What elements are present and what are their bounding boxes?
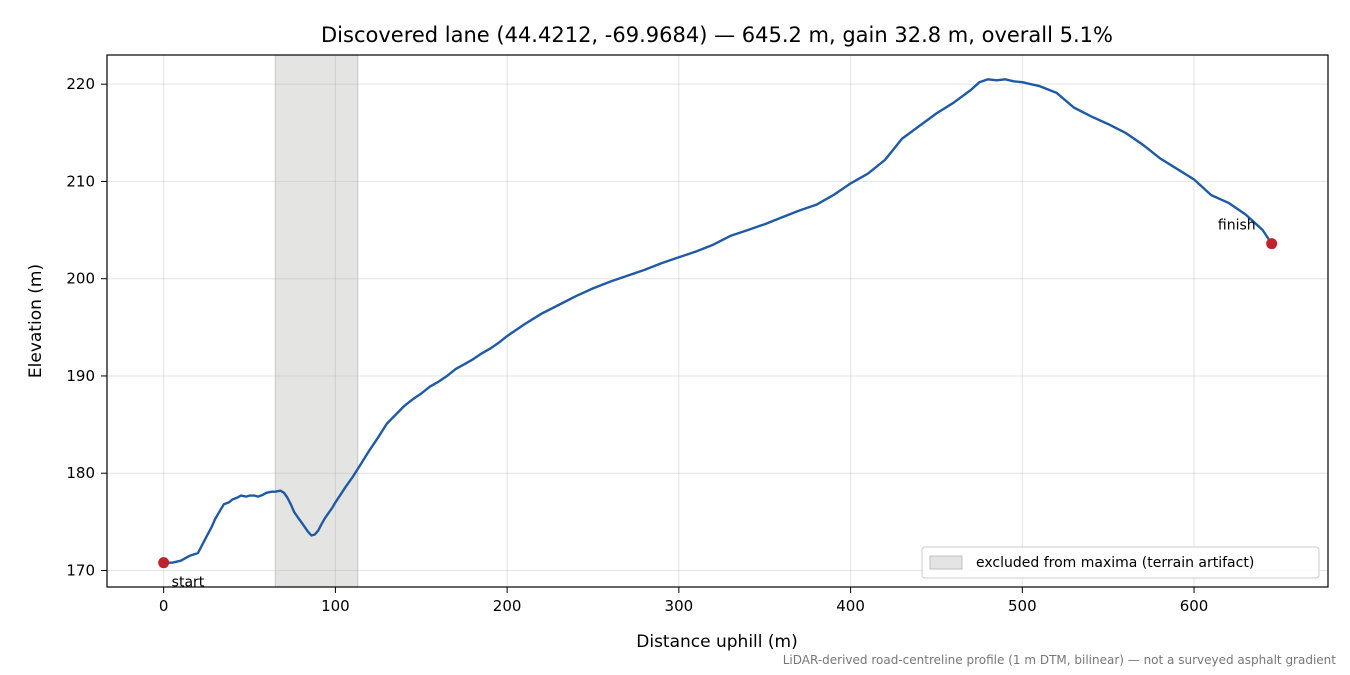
legend-box bbox=[921, 546, 1320, 579]
y-tick-label: 200 bbox=[66, 270, 95, 288]
legend: excluded from maxima (terrain artifact) bbox=[921, 546, 1320, 579]
excluded-region bbox=[274, 54, 359, 588]
x-axis-label: Distance uphill (m) bbox=[636, 632, 797, 652]
footnote: LiDAR-derived road-centreline profile (1… bbox=[783, 653, 1337, 667]
y-tick-label: 220 bbox=[66, 75, 95, 93]
x-tick-label: 600 bbox=[1180, 597, 1209, 615]
series-layer bbox=[163, 78, 1273, 564]
excluded-region-layer bbox=[274, 54, 359, 588]
legend-label-excluded: excluded from maxima (terrain artifact) bbox=[976, 555, 1254, 571]
start-label: start bbox=[172, 575, 205, 591]
chart-title: Discovered lane (44.4212, -69.9684) — 64… bbox=[321, 23, 1113, 47]
x-tick-label: 200 bbox=[493, 597, 522, 615]
ticks-layer: 0 100 200 300 400 500 600 170 180 190 200 210 220 bbox=[66, 75, 1208, 615]
axes-frame-layer bbox=[106, 54, 1329, 588]
y-tick-label: 180 bbox=[66, 464, 95, 482]
finish-label: finish bbox=[1218, 218, 1256, 234]
x-tick-label: 100 bbox=[321, 597, 350, 615]
start-marker bbox=[158, 557, 170, 569]
finish-marker bbox=[1266, 238, 1278, 250]
y-tick-label: 190 bbox=[66, 367, 95, 385]
legend-swatch-excluded bbox=[929, 555, 963, 570]
x-tick-label: 500 bbox=[1008, 597, 1037, 615]
grid-layer bbox=[107, 55, 1328, 587]
elevation-line bbox=[163, 78, 1273, 564]
y-tick-label: 210 bbox=[66, 172, 95, 190]
x-tick-label: 0 bbox=[159, 597, 169, 615]
axes-frame bbox=[106, 54, 1329, 588]
y-tick-label: 170 bbox=[66, 561, 95, 579]
y-axis-label: Elevation (m) bbox=[26, 264, 46, 378]
x-tick-label: 300 bbox=[665, 597, 694, 615]
x-tick-label: 400 bbox=[836, 597, 865, 615]
